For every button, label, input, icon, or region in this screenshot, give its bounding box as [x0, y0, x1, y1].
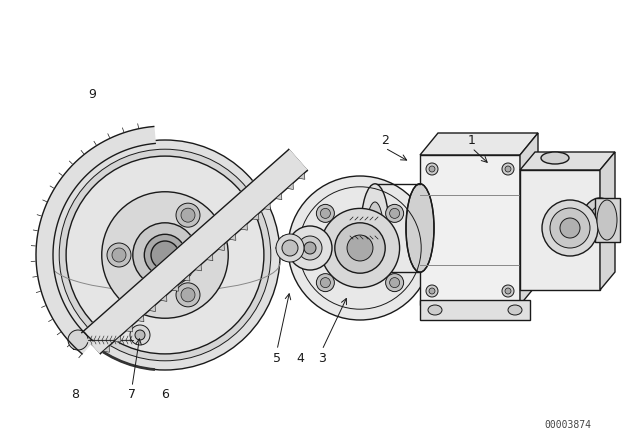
- Ellipse shape: [597, 200, 617, 240]
- Ellipse shape: [361, 184, 389, 272]
- Polygon shape: [115, 336, 121, 342]
- Ellipse shape: [386, 274, 404, 292]
- Ellipse shape: [367, 202, 383, 254]
- Polygon shape: [36, 126, 156, 354]
- Ellipse shape: [560, 218, 580, 238]
- Text: 2: 2: [381, 134, 389, 146]
- Polygon shape: [420, 155, 520, 305]
- Ellipse shape: [298, 236, 322, 260]
- Ellipse shape: [426, 163, 438, 175]
- Polygon shape: [520, 152, 615, 170]
- Ellipse shape: [550, 208, 590, 248]
- Ellipse shape: [135, 330, 145, 340]
- Ellipse shape: [112, 248, 126, 262]
- Polygon shape: [253, 214, 259, 220]
- Ellipse shape: [276, 234, 304, 262]
- Polygon shape: [264, 203, 270, 210]
- Text: 3: 3: [318, 352, 326, 365]
- Ellipse shape: [429, 166, 435, 172]
- Ellipse shape: [508, 305, 522, 315]
- Ellipse shape: [541, 152, 569, 164]
- Ellipse shape: [428, 305, 442, 315]
- Text: 7: 7: [128, 388, 136, 401]
- Ellipse shape: [66, 156, 264, 354]
- Ellipse shape: [590, 206, 610, 234]
- Polygon shape: [230, 234, 236, 240]
- Ellipse shape: [288, 176, 432, 320]
- Polygon shape: [149, 305, 156, 311]
- Ellipse shape: [321, 208, 330, 218]
- Text: 1: 1: [468, 134, 476, 146]
- Ellipse shape: [321, 208, 399, 288]
- Polygon shape: [420, 133, 538, 155]
- Polygon shape: [161, 295, 167, 302]
- Polygon shape: [184, 275, 190, 281]
- Polygon shape: [218, 244, 225, 250]
- Ellipse shape: [316, 204, 334, 222]
- Polygon shape: [82, 150, 307, 353]
- Ellipse shape: [335, 223, 385, 273]
- Polygon shape: [520, 170, 600, 290]
- Polygon shape: [276, 193, 282, 200]
- Ellipse shape: [502, 285, 514, 297]
- Ellipse shape: [505, 166, 511, 172]
- Ellipse shape: [304, 242, 316, 254]
- Polygon shape: [298, 173, 305, 179]
- Ellipse shape: [406, 184, 434, 272]
- Polygon shape: [241, 224, 248, 230]
- Ellipse shape: [59, 149, 271, 361]
- Ellipse shape: [502, 163, 514, 175]
- Ellipse shape: [181, 208, 195, 222]
- Ellipse shape: [316, 274, 334, 292]
- Ellipse shape: [347, 235, 373, 261]
- Ellipse shape: [582, 198, 618, 242]
- Text: 8: 8: [71, 388, 79, 401]
- Ellipse shape: [102, 192, 228, 318]
- Polygon shape: [126, 326, 132, 332]
- Ellipse shape: [176, 283, 200, 307]
- Text: 5: 5: [273, 352, 281, 365]
- Polygon shape: [520, 133, 538, 305]
- Ellipse shape: [50, 140, 280, 370]
- Ellipse shape: [386, 204, 404, 222]
- Ellipse shape: [390, 208, 399, 218]
- Polygon shape: [172, 285, 179, 291]
- Ellipse shape: [68, 330, 88, 350]
- Ellipse shape: [390, 278, 399, 288]
- Polygon shape: [103, 346, 109, 352]
- Ellipse shape: [342, 220, 358, 236]
- Polygon shape: [595, 198, 620, 242]
- Ellipse shape: [282, 240, 298, 256]
- Ellipse shape: [181, 288, 195, 302]
- Ellipse shape: [130, 325, 150, 345]
- Ellipse shape: [542, 200, 598, 256]
- Ellipse shape: [288, 226, 332, 270]
- Text: 00003874: 00003874: [545, 420, 591, 430]
- Polygon shape: [138, 315, 144, 322]
- Text: 4: 4: [296, 352, 304, 365]
- Ellipse shape: [429, 288, 435, 294]
- Polygon shape: [195, 264, 202, 271]
- Polygon shape: [207, 254, 213, 261]
- Ellipse shape: [133, 223, 197, 287]
- Ellipse shape: [144, 234, 186, 276]
- Ellipse shape: [426, 285, 438, 297]
- Text: 6: 6: [161, 388, 169, 401]
- Ellipse shape: [321, 278, 330, 288]
- Ellipse shape: [107, 243, 131, 267]
- Polygon shape: [287, 183, 293, 190]
- Polygon shape: [420, 300, 530, 320]
- Text: 9: 9: [88, 89, 96, 102]
- Ellipse shape: [176, 203, 200, 227]
- Polygon shape: [600, 152, 615, 290]
- Ellipse shape: [151, 241, 179, 269]
- Ellipse shape: [505, 288, 511, 294]
